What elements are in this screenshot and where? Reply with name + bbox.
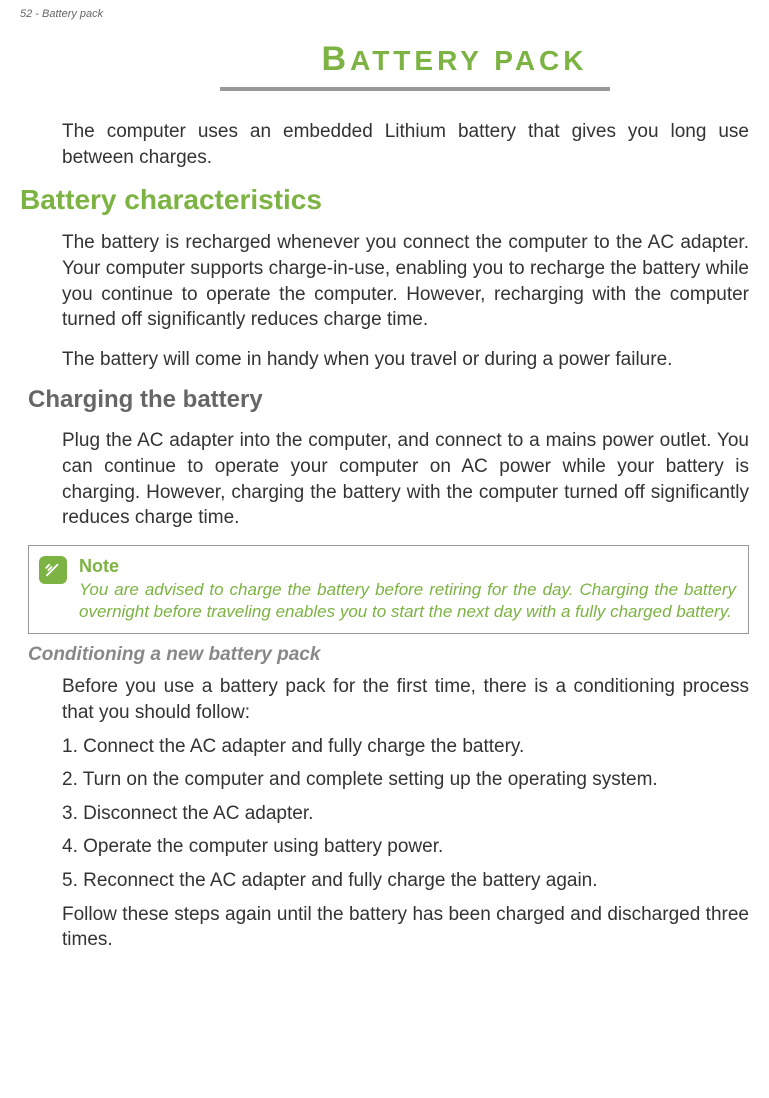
note-body: You are advised to charge the battery be…: [79, 579, 736, 623]
heading-charging-battery: Charging the battery: [28, 386, 749, 414]
intro-paragraph: The computer uses an embedded Lithium ba…: [62, 119, 749, 170]
step-1: 1. Connect the AC adapter and fully char…: [62, 734, 749, 760]
step-4: 4. Operate the computer using battery po…: [62, 834, 749, 860]
note-icon: [39, 556, 67, 584]
charging-paragraph: Plug the AC adapter into the computer, a…: [62, 428, 749, 531]
title-rule: [220, 87, 610, 91]
chapter-title-first-letter: B: [322, 40, 351, 78]
conditioning-intro: Before you use a battery pack for the fi…: [62, 674, 749, 725]
heading-conditioning: Conditioning a new battery pack: [28, 644, 749, 666]
step-5: 5. Reconnect the AC adapter and fully ch…: [62, 868, 749, 894]
chapter-title-rest: ATTERY PACK: [350, 45, 587, 76]
heading-battery-characteristics: Battery characteristics: [20, 184, 749, 216]
characteristics-para-1: The battery is recharged whenever you co…: [62, 230, 749, 333]
characteristics-para-2: The battery will come in handy when you …: [62, 347, 749, 373]
note-box: Note You are advised to charge the batte…: [28, 545, 749, 634]
step-3: 3. Disconnect the AC adapter.: [62, 801, 749, 827]
note-title: Note: [79, 556, 736, 577]
step-2: 2. Turn on the computer and complete set…: [62, 767, 749, 793]
conditioning-outro: Follow these steps again until the batte…: [62, 902, 749, 953]
page-header: 52 - Battery pack: [20, 0, 749, 40]
chapter-title: BATTERY PACK: [160, 40, 749, 79]
